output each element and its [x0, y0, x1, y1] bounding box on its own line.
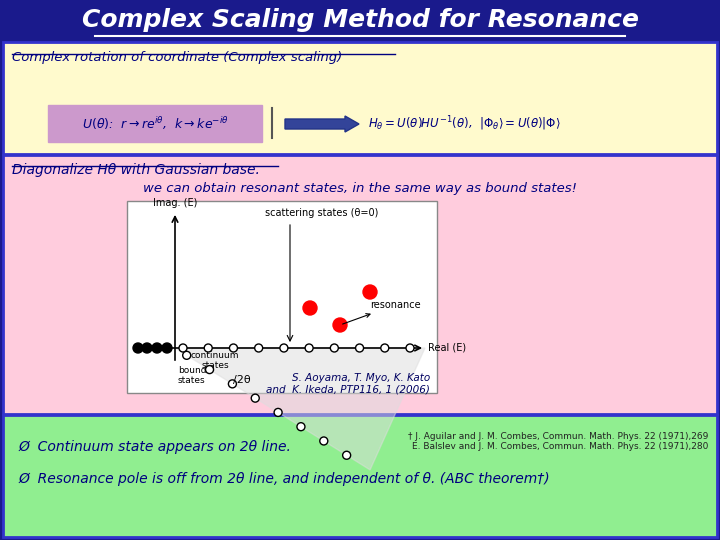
FancyBboxPatch shape [3, 155, 717, 414]
Circle shape [330, 344, 338, 352]
Circle shape [274, 408, 282, 416]
FancyBboxPatch shape [127, 201, 437, 393]
Circle shape [162, 343, 172, 353]
Text: Complex rotation of coordinate (Complex scaling): Complex rotation of coordinate (Complex … [12, 51, 342, 64]
Circle shape [356, 344, 364, 352]
Circle shape [251, 394, 259, 402]
FancyBboxPatch shape [3, 42, 717, 154]
Circle shape [381, 344, 389, 352]
Circle shape [320, 437, 328, 445]
Circle shape [228, 380, 236, 388]
Text: Imag. (E): Imag. (E) [153, 198, 197, 208]
FancyBboxPatch shape [48, 105, 262, 142]
Text: Ø  Continuum state appears on 2θ line.: Ø Continuum state appears on 2θ line. [18, 440, 291, 454]
Circle shape [142, 343, 152, 353]
Text: Real (E): Real (E) [428, 343, 466, 353]
FancyBboxPatch shape [0, 0, 720, 40]
Circle shape [204, 344, 212, 352]
Circle shape [230, 344, 238, 352]
Text: Complex Scaling Method for Resonance: Complex Scaling Method for Resonance [81, 8, 639, 32]
Text: S. Aoyama, T. Myo, K. Kato
and  K. Ikeda, PTP116, 1 (2006): S. Aoyama, T. Myo, K. Kato and K. Ikeda,… [266, 373, 430, 395]
Circle shape [343, 451, 351, 459]
Text: † J. Aguilar and J. M. Combes, Commun. Math. Phys. 22 (1971),269
E. Balslev and : † J. Aguilar and J. M. Combes, Commun. M… [408, 432, 708, 451]
Text: Ø  Resonance pole is off from 2θ line, and independent of θ. (ABC theorem†): Ø Resonance pole is off from 2θ line, an… [18, 472, 549, 486]
Circle shape [255, 344, 263, 352]
Circle shape [205, 366, 214, 374]
Circle shape [305, 344, 313, 352]
Text: $U(\theta)$:  r$\rightarrow$re$^{i\theta}$,  k$\rightarrow$ke$^{-i\theta}$: $U(\theta)$: r$\rightarrow$re$^{i\theta}… [81, 116, 228, 132]
Circle shape [333, 318, 347, 332]
Text: scattering states (θ=0): scattering states (θ=0) [265, 208, 379, 218]
Circle shape [183, 352, 191, 359]
Circle shape [297, 423, 305, 431]
Text: continuum
states: continuum states [191, 350, 239, 370]
FancyArrow shape [285, 116, 359, 132]
Circle shape [363, 285, 377, 299]
Text: /2θ: /2θ [233, 375, 251, 384]
FancyBboxPatch shape [3, 415, 717, 537]
Circle shape [152, 343, 162, 353]
Text: we can obtain resonant states, in the same way as bound states!: we can obtain resonant states, in the sa… [143, 182, 577, 195]
Circle shape [179, 344, 187, 352]
Text: $H_\theta=U(\theta)HU^{-1}(\theta)$,  $|\Phi_\theta\rangle=U(\theta)|\Phi\rangle: $H_\theta=U(\theta)HU^{-1}(\theta)$, $|\… [368, 114, 561, 133]
Text: Diagonalize Hθ with Gaussian base.: Diagonalize Hθ with Gaussian base. [12, 163, 260, 177]
Text: bound
states: bound states [178, 366, 207, 386]
Polygon shape [175, 348, 425, 470]
Circle shape [133, 343, 143, 353]
Circle shape [280, 344, 288, 352]
Circle shape [406, 344, 414, 352]
Circle shape [303, 301, 317, 315]
Text: resonance: resonance [343, 300, 420, 324]
